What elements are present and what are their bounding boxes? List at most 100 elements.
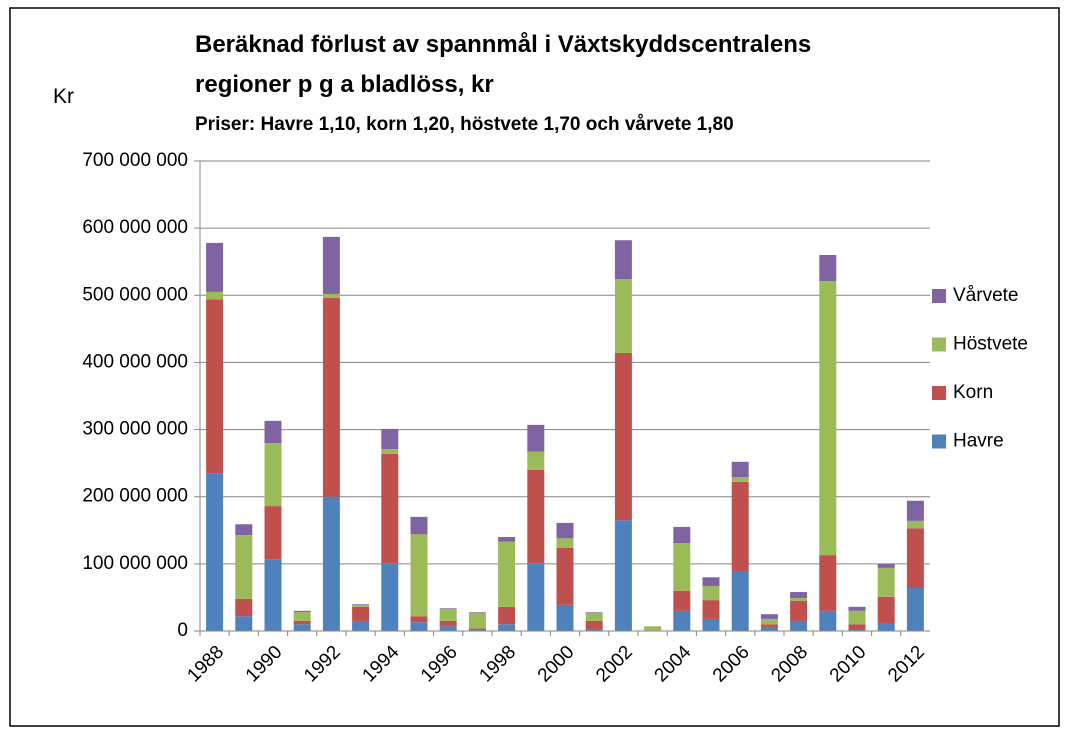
bar-segment: [468, 628, 486, 631]
bar-segment: [439, 620, 457, 627]
chart-title: Beräknad förlust av spannmål i Växtskydd…: [195, 31, 811, 98]
bar-segment: [206, 473, 224, 631]
chart-subtitle: Priser: Havre 1,10, korn 1,20, höstvete …: [195, 114, 734, 135]
bar-segment: [731, 481, 749, 572]
bar-segment: [877, 567, 895, 597]
bar-segment: [877, 563, 895, 568]
bar-segment: [264, 443, 282, 507]
bar-segment: [585, 620, 603, 629]
bar-segment: [760, 614, 778, 619]
bar-segment: [498, 624, 516, 631]
bar-segment: [381, 563, 399, 631]
bar-segment: [352, 604, 370, 607]
bar-segment: [556, 547, 574, 605]
bar-segment: [760, 624, 778, 627]
y-tick-label: 700 000 000: [82, 150, 188, 171]
bar-segment: [585, 628, 603, 631]
legend-swatch: [932, 289, 946, 303]
bar-segment: [235, 598, 253, 617]
bar-segment: [293, 620, 311, 625]
bar-segment: [906, 588, 924, 631]
legend-swatch: [932, 386, 946, 400]
y-tick-label: 300 000 000: [82, 419, 188, 440]
y-tick-label: 600 000 000: [82, 217, 188, 238]
bar-segment: [760, 618, 778, 625]
bar-segment: [556, 538, 574, 548]
bar-segment: [235, 534, 253, 599]
legend-swatch: [932, 434, 946, 449]
bar-segment: [206, 291, 224, 300]
bar-segment: [673, 590, 691, 611]
bar-segment: [352, 620, 370, 631]
bar-segment: [527, 563, 545, 631]
y-tick-label: 0: [177, 620, 188, 641]
bar-segment: [352, 606, 370, 621]
bar-segment: [264, 420, 282, 443]
bar-segment: [906, 500, 924, 521]
bar-segment: [556, 604, 574, 631]
y-tick-label: 100 000 000: [82, 553, 188, 574]
bar-segment: [877, 622, 895, 631]
bar-segment: [585, 612, 603, 621]
bar-segment: [468, 628, 486, 629]
legend-label: Korn: [953, 382, 993, 403]
bar-segment: [410, 534, 428, 617]
bar-segment: [702, 577, 720, 587]
bar-segment: [468, 612, 486, 629]
bar-segment: [673, 543, 691, 591]
bar-segment: [702, 600, 720, 619]
bar-segment: [439, 608, 457, 609]
bar-segment: [819, 281, 837, 556]
bar-segment: [644, 626, 662, 631]
bar-segment: [235, 616, 253, 631]
legend-label: Havre: [953, 431, 1004, 452]
bar-segment: [527, 424, 545, 452]
bar-segment: [673, 526, 691, 544]
bar-segment: [848, 610, 866, 625]
bar-segment: [906, 528, 924, 589]
bar-segment: [410, 622, 428, 631]
bar-segment: [614, 520, 632, 631]
bar-segment: [556, 522, 574, 539]
bar-segment: [527, 469, 545, 564]
bar-segment: [381, 428, 399, 450]
bar-segment: [790, 592, 808, 599]
bar-segment: [906, 520, 924, 529]
bar-segment: [790, 600, 808, 621]
bar-segment: [848, 606, 866, 611]
y-tick-label: 200 000 000: [82, 486, 188, 507]
legend-label: Vårvete: [953, 285, 1018, 306]
bar-segment: [293, 612, 311, 621]
bar-segment: [468, 612, 486, 613]
bar-segment: [819, 610, 837, 631]
bar-segment: [264, 506, 282, 560]
bar-segment: [381, 449, 399, 454]
bar-segment: [848, 624, 866, 629]
bar-segment: [352, 604, 370, 605]
bar-segment: [585, 612, 603, 613]
bar-segment: [673, 610, 691, 631]
bar-segment: [614, 240, 632, 280]
bar-segment: [498, 541, 516, 607]
bar-segment: [206, 242, 224, 292]
bar-segment: [790, 598, 808, 601]
bar-segment: [235, 524, 253, 535]
bar-segment: [614, 353, 632, 521]
y-tick-label: 400 000 000: [82, 351, 188, 372]
bar-segment: [322, 297, 340, 497]
bar-segment: [322, 236, 340, 294]
bar-segment: [206, 299, 224, 474]
bar-segment: [731, 571, 749, 631]
bar-segment: [731, 477, 749, 482]
bar-segment: [498, 537, 516, 542]
bar-segment: [877, 596, 895, 623]
bar-segment: [410, 516, 428, 535]
bar-segment: [381, 453, 399, 564]
y-tick-label: 500 000 000: [82, 284, 188, 305]
bar-segment: [322, 496, 340, 631]
bar-segment: [322, 293, 340, 298]
bar-segment: [819, 555, 837, 611]
bar-segment: [702, 618, 720, 631]
